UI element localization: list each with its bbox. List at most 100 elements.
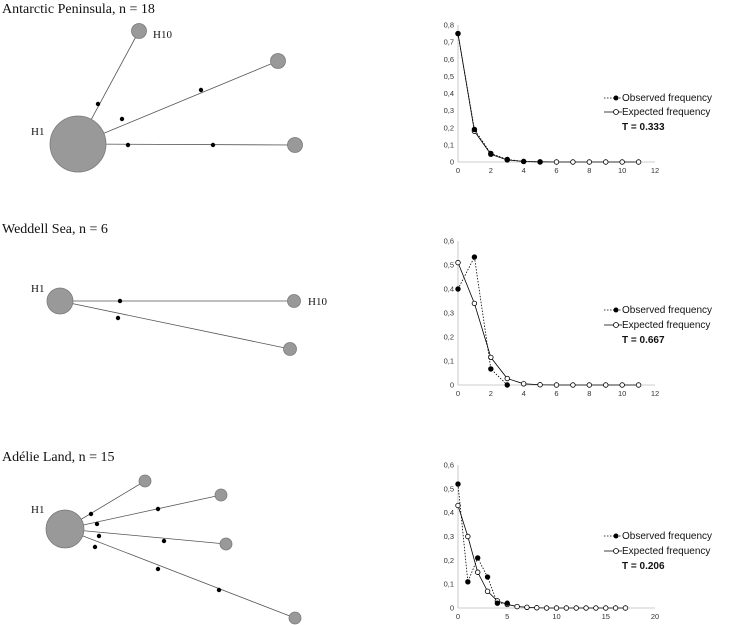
expected-point [455, 502, 461, 509]
observed-point [504, 382, 510, 388]
y-tick-label: 0,4 [444, 89, 454, 98]
node-label-h10: H10 [308, 296, 327, 308]
expected-point [514, 603, 520, 610]
mutation-step-dot [125, 142, 131, 148]
mismatch-distribution-chart: 0 0,1 0,2 0,3 0,4 0,5 0,6 0 5 10 15 20 [444, 461, 660, 622]
y-tick-label: 0,7 [444, 38, 454, 47]
panel-adelie-land: Adélie Land, n = 15 H1 00,10,20,30,40,50… [2, 450, 712, 625]
expected-point [553, 605, 560, 611]
haplotype-network: H1 H10 [31, 283, 327, 356]
haplotype-node [219, 537, 233, 551]
x-tick-label: 6 [554, 389, 558, 398]
expected-point [520, 381, 527, 387]
expected-point [612, 605, 619, 611]
legend-expected-label: Expected frequency [622, 320, 710, 331]
haplotype-node-h1 [49, 115, 107, 173]
network-edge [64, 494, 222, 530]
observed-point [465, 579, 471, 585]
expected-point [635, 382, 642, 388]
expected-point [553, 382, 560, 388]
expected-point [534, 605, 540, 611]
expected-point [465, 533, 471, 540]
mismatch-distribution-chart: 0 0,1 0,2 0,3 0,4 0,5 0,6 0 2 4 6 8 10 12 [444, 237, 660, 399]
mutation-step-dot [216, 587, 222, 593]
node-label-h1: H1 [31, 126, 44, 138]
haplotype-node [287, 137, 303, 153]
y-tick-label: 0,6 [444, 461, 454, 470]
legend-expected-marker [613, 109, 619, 115]
y-tick-label: 0,5 [444, 484, 454, 493]
y-tick-label: 0,2 [444, 123, 454, 132]
mismatch-distribution-chart: 0 0,1 0,2 0,3 0,4 0,5 0,6 0,7 0,8 0 2 4 6 8 10 12 [444, 21, 660, 176]
expected-point [586, 159, 593, 165]
y-tick-label: 0,6 [444, 55, 454, 64]
node-label-h1: H1 [31, 283, 44, 295]
expected-point [537, 382, 543, 388]
expected-point [622, 605, 629, 611]
observed-point [488, 150, 494, 157]
network-edge [64, 528, 296, 619]
x-tick-label: 6 [554, 166, 558, 175]
legend-observed-label: Observed frequency [622, 93, 712, 104]
x-tick-label: 10 [552, 612, 560, 621]
expected-point [603, 159, 609, 165]
observed-series-line [457, 255, 508, 386]
expected-point [563, 605, 570, 611]
haplotype-network: H1 [31, 474, 302, 625]
haplotype-node-h1 [46, 287, 74, 315]
expected-point [619, 159, 625, 165]
y-tick-label: 0,8 [444, 21, 454, 30]
network-edge [64, 528, 227, 545]
observed-point [488, 366, 494, 372]
legend-expected-marker [613, 322, 619, 328]
haplotype-node [138, 474, 152, 488]
haplotype-node [288, 611, 302, 625]
haplotype-node-h10 [131, 23, 147, 39]
expected-point [471, 300, 478, 307]
mutation-step-dot [210, 142, 216, 148]
node-label-h10: H10 [153, 29, 172, 41]
node-label-h1: H1 [31, 504, 44, 516]
observed-series-line [457, 484, 508, 604]
x-tick-label: 4 [522, 389, 526, 398]
expected-point [573, 605, 579, 611]
network-edge [59, 300, 291, 350]
mutation-step-dot [155, 506, 161, 512]
panel-title: Weddell Sea, n = 6 [2, 222, 108, 237]
expected-series-line [457, 262, 639, 386]
y-tick-label: 0,5 [444, 72, 454, 81]
legend-expected-marker [613, 548, 619, 554]
x-tick-label: 8 [587, 166, 591, 175]
tajima-t-value: T = 0.333 [622, 122, 665, 133]
legend-observed-marker [613, 307, 619, 313]
legend-observed-label: Observed frequency [622, 531, 712, 542]
legend-observed-marker [613, 533, 619, 539]
observed-point [471, 126, 478, 133]
y-tick-label: 0,4 [444, 508, 454, 517]
expected-point [593, 605, 599, 611]
chart-legend: Observed frequency Expected frequency T … [604, 93, 712, 133]
expected-series-line [457, 505, 626, 609]
expected-point [586, 382, 593, 388]
y-tick-label: 0,2 [444, 556, 454, 565]
observed-point [504, 156, 510, 163]
x-tick-label: 12 [651, 166, 659, 175]
y-tick-label: 0,5 [444, 261, 454, 270]
x-tick-label: 15 [602, 612, 610, 621]
mutation-step-dot [161, 538, 167, 544]
mutation-step-dot [88, 511, 94, 517]
observed-point [455, 30, 461, 37]
legend-expected-label: Expected frequency [622, 107, 710, 118]
observed-point [504, 600, 510, 606]
observed-point [520, 158, 527, 165]
expected-point [603, 382, 609, 388]
tajima-t-value: T = 0.206 [622, 561, 665, 572]
observed-point [455, 481, 461, 487]
y-tick-label: 0 [450, 158, 454, 167]
x-tick-label: 10 [618, 166, 626, 175]
observed-series-line [457, 33, 541, 163]
expected-point [553, 159, 560, 165]
haplotype-node-h1 [45, 509, 85, 549]
haplotype-node [214, 488, 228, 502]
haplotype-node-h10 [287, 294, 301, 308]
